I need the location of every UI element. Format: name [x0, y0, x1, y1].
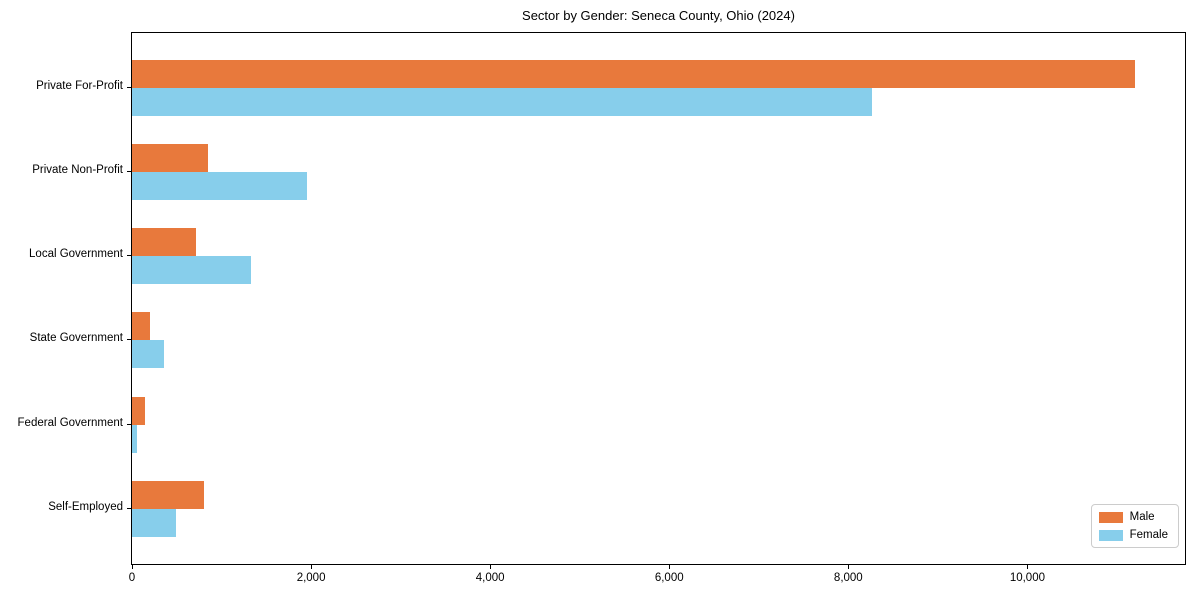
bar-male-federal-government	[132, 396, 145, 425]
x-tick-0	[132, 565, 133, 569]
x-label-4000: 4,000	[475, 572, 505, 584]
y-tick-federal-government	[127, 423, 131, 425]
x-tick-8000	[848, 565, 850, 569]
bar-male-private-for-profit	[132, 59, 1135, 88]
legend-swatch-male	[1098, 511, 1123, 523]
bar-female-state-government	[132, 340, 164, 369]
y-tick-private-non-profit	[127, 170, 131, 172]
bar-male-local-government	[132, 228, 197, 257]
y-label-local-government: Local Government	[29, 248, 123, 261]
x-label-8000: 8,000	[833, 572, 863, 584]
x-tick-2000	[311, 565, 313, 569]
legend-label-male: Male	[1129, 511, 1155, 523]
bar-female-self-employed	[132, 509, 176, 537]
x-label-2000: 2,000	[296, 572, 326, 584]
y-label-self-employed: Self-Employed	[48, 501, 123, 513]
y-tick-self-employed	[127, 508, 131, 509]
bar-female-federal-government	[132, 424, 138, 453]
y-label-private-non-profit: Private Non-Profit	[32, 163, 123, 176]
x-tick-10000	[1027, 565, 1029, 569]
legend: Male Female	[1090, 504, 1179, 548]
x-tick-6000	[669, 565, 671, 569]
bar-female-local-government	[132, 256, 251, 285]
bar-male-self-employed	[132, 481, 204, 509]
y-label-federal-government: Federal Government	[17, 416, 123, 429]
y-label-state-government: State Government	[29, 332, 123, 345]
y-label-private-for-profit: Private For-Profit	[36, 79, 123, 92]
bar-female-private-for-profit	[132, 87, 872, 116]
y-tick-private-for-profit	[127, 86, 131, 88]
y-tick-state-government	[127, 339, 131, 341]
bar-female-private-non-profit	[132, 171, 307, 200]
y-tick-local-government	[127, 255, 131, 257]
x-label-0: 0	[128, 572, 136, 584]
legend-label-female: Female	[1129, 529, 1168, 541]
chart-title: Sector by Gender: Seneca County, Ohio (2…	[522, 8, 795, 23]
legend-item-male: Male	[1098, 511, 1168, 523]
legend-swatch-female	[1098, 529, 1123, 541]
x-tick-4000	[490, 565, 492, 569]
x-label-10000: 10,000	[1009, 572, 1045, 584]
plot-area: Male Female	[131, 32, 1186, 565]
legend-item-female: Female	[1098, 529, 1168, 541]
x-label-6000: 6,000	[654, 572, 684, 584]
bar-male-private-non-profit	[132, 143, 209, 172]
bar-male-state-government	[132, 312, 150, 341]
